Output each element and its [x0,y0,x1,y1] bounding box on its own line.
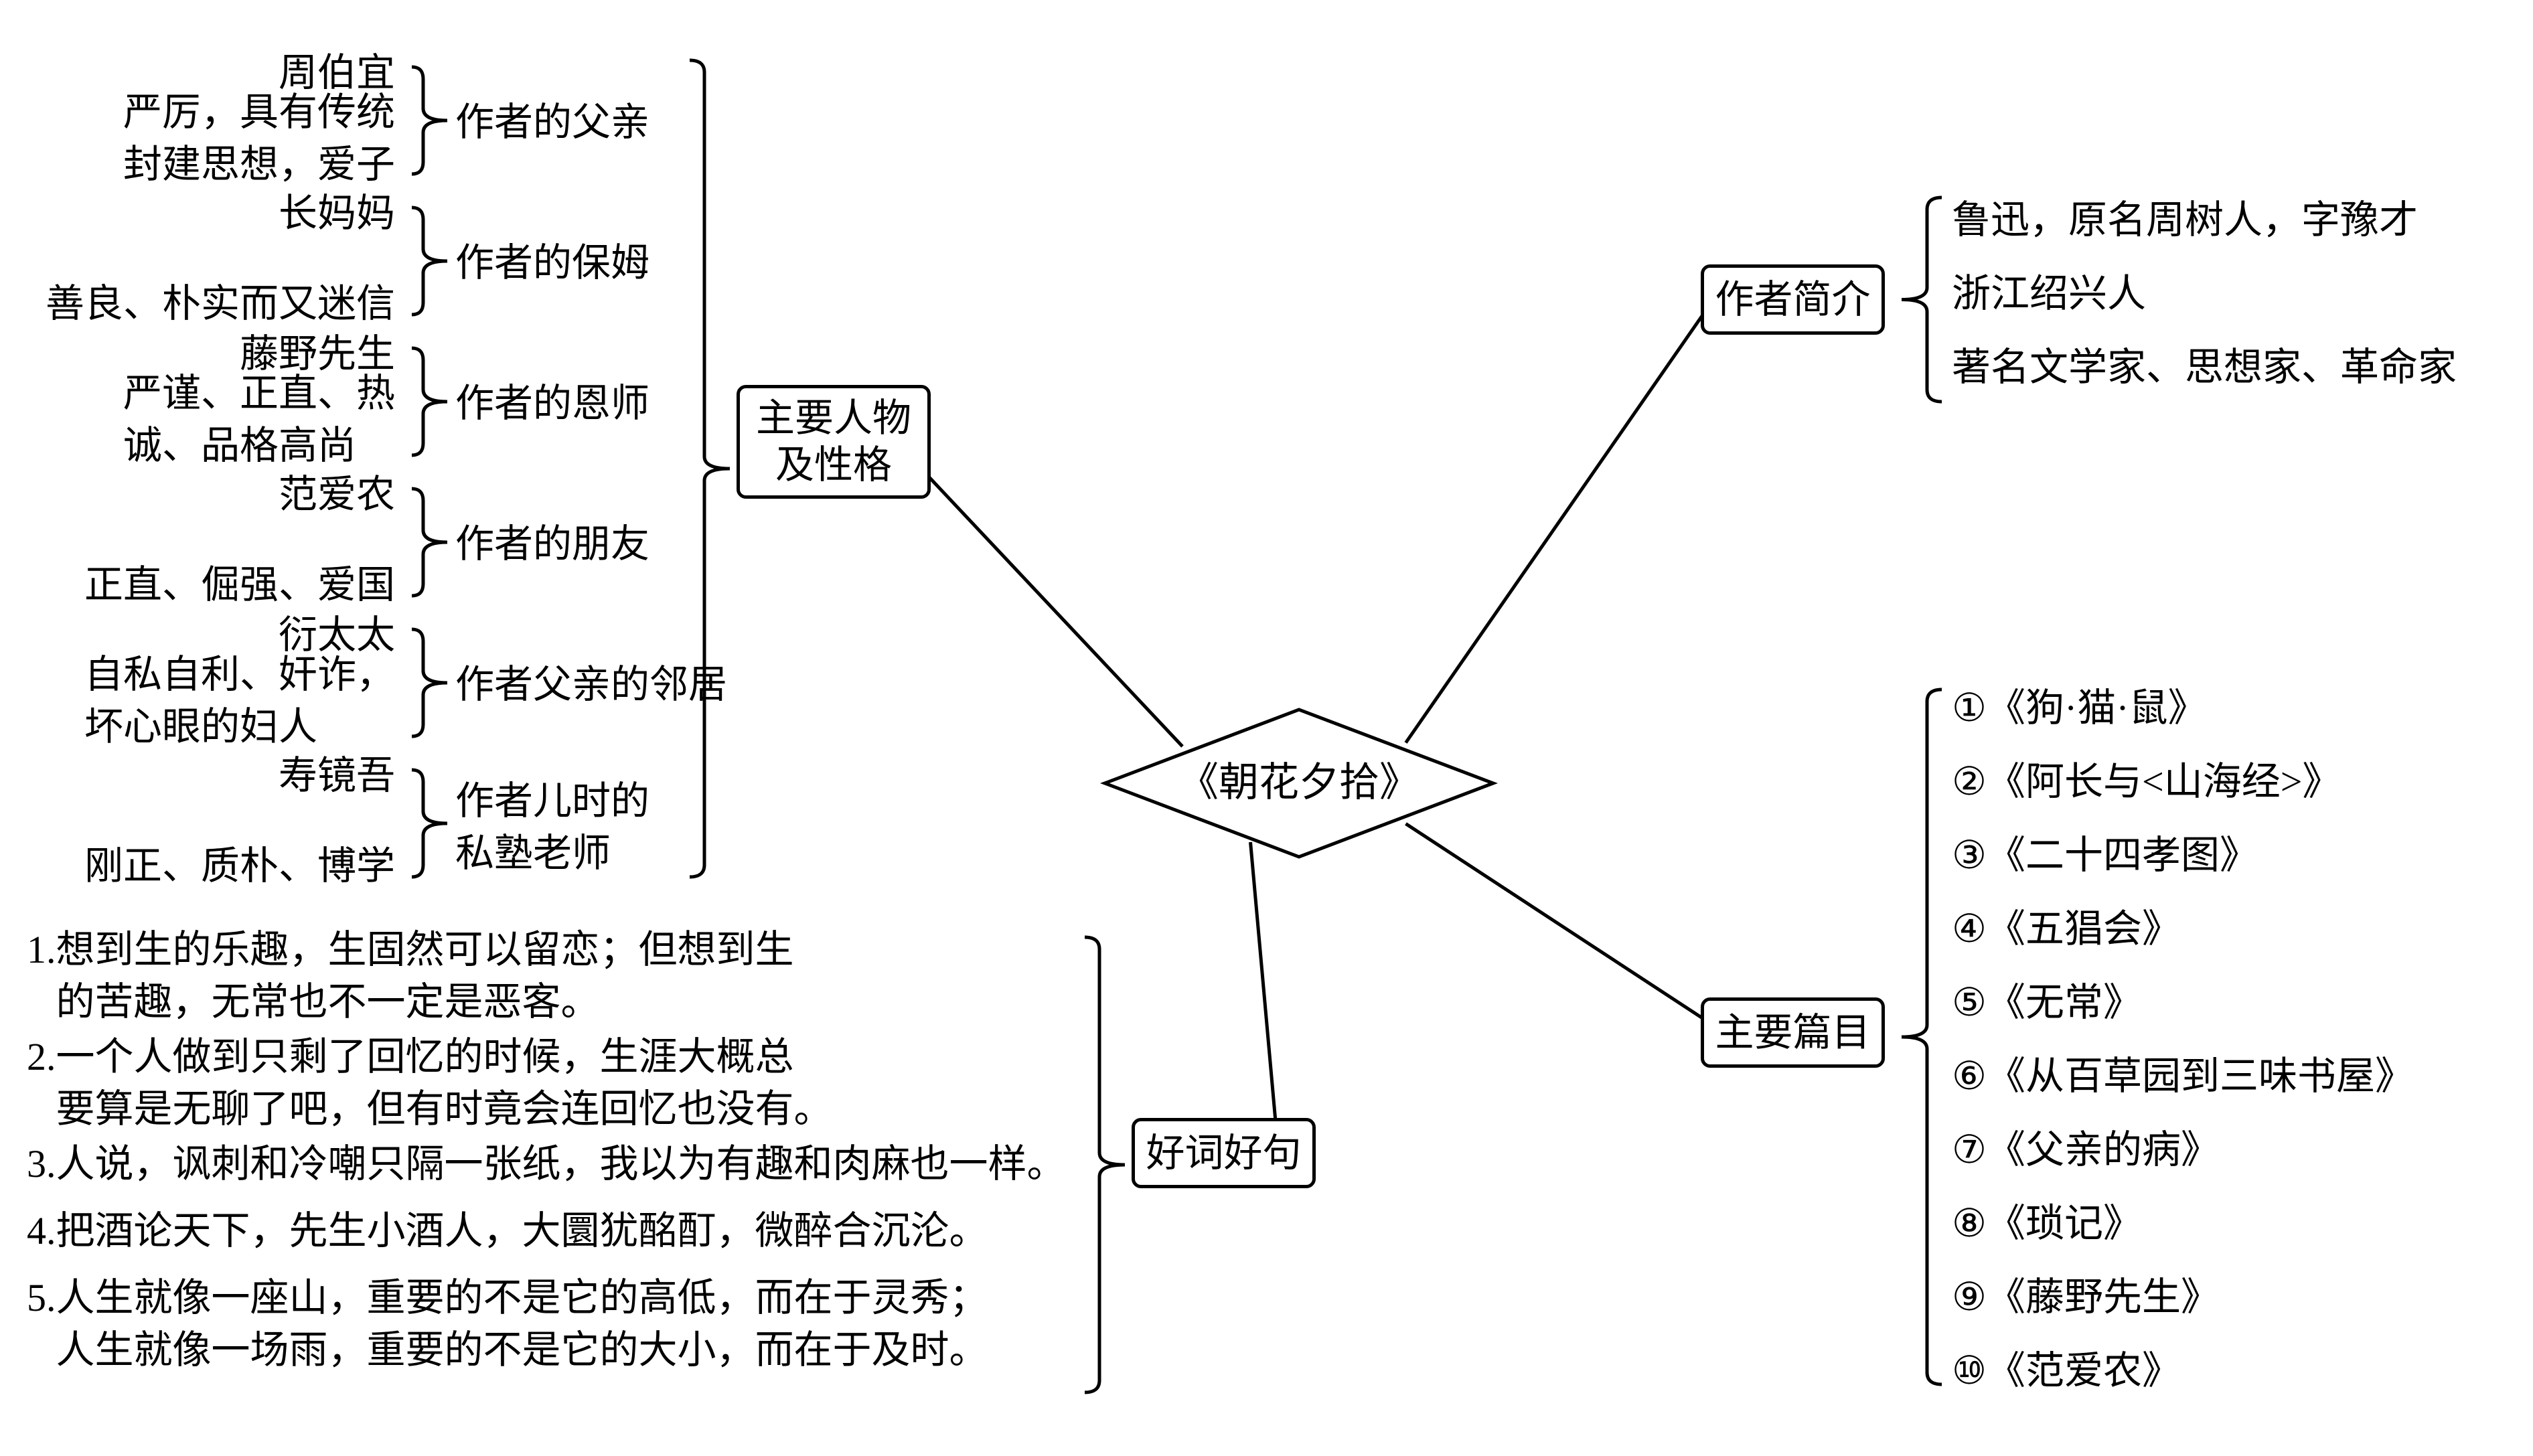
chapter-title: 《从百草园到三味书屋》 [1987,1054,2414,1098]
chapter-title: 《无常》 [1987,981,2142,1024]
character-role: 作者的父亲 [455,96,649,149]
chapter-title: 《狗·猫·鼠》 [1987,686,2207,730]
chapter-title: 《阿长与<山海经>》 [1987,760,2341,803]
chapter-number-icon: ⑨ [1952,1274,1987,1319]
character-role: 作者的朋友 [455,518,649,570]
branch-characters-box: 主要人物 及性格 [737,385,931,499]
chapter-number-icon: ④ [1952,906,1987,951]
chapter-title: 《藤野先生》 [1987,1275,2220,1319]
chapter-item: ⑩《范爱农》 [1952,1339,2181,1395]
diagram-stage: 《朝花夕拾》 主要人物 及性格 作者简介 主要篇目 好词好句 鲁迅，原名周树人，… [0,0,2533,1456]
chapter-title: 《父亲的病》 [1987,1128,2220,1171]
edge-to-author-intro [1406,313,1705,743]
character-role: 作者儿时的 私塾老师 [455,775,649,880]
chapter-number-icon: ② [1952,758,1987,804]
good-words-item: 2.一个人做到只剩了回忆的时候，生涯大概总 要算是无聊了吧，但有时竟会连回忆也没… [27,1031,833,1136]
character-name: 寿镜吾 [279,750,395,802]
chapter-item: ⑦《父亲的病》 [1952,1118,2220,1174]
chapter-number-icon: ⑥ [1952,1053,1987,1099]
chapter-item: ③《二十四孝图》 [1952,823,2258,880]
chapter-number-icon: ⑤ [1952,979,1987,1025]
branch-chapters-box: 主要篇目 [1701,997,1885,1068]
branch-author-intro-box: 作者简介 [1701,264,1885,335]
chapter-item: ①《狗·猫·鼠》 [1952,676,2207,732]
edge-to-chapters [1406,824,1705,1020]
good-words-item: 1.想到生的乐趣，生固然可以留恋；但想到生 的苦趣，无常也不一定是恶客。 [27,924,794,1029]
chapter-title: 《五猖会》 [1987,907,2181,951]
character-desc: 善良、朴实而又迷信 [46,278,395,330]
author-intro-item: 浙江绍兴人 [1952,268,2146,320]
chapter-number-icon: ① [1952,685,1987,730]
character-desc: 刚正、质朴、博学 [84,840,395,892]
character-desc: 严厉，具有传统 封建思想，爱子 [123,86,395,191]
chapter-title: 《琐记》 [1987,1202,2142,1245]
chapter-title: 《二十四孝图》 [1987,833,2258,877]
chapter-item: ⑨《藤野先生》 [1952,1265,2220,1321]
character-desc: 自私自利、奸诈， 坏心眼的妇人 [84,649,395,754]
brackets-people [412,67,447,877]
chapter-item: ④《五猖会》 [1952,897,2181,953]
chapter-item: ⑥《从百草园到三味书屋》 [1952,1044,2414,1101]
character-role: 作者的保姆 [455,237,649,289]
chapter-number-icon: ⑧ [1952,1200,1987,1246]
chapter-number-icon: ⑦ [1952,1127,1987,1172]
character-desc: 严谨、正直、热 诚、品格高尚 [123,368,395,473]
chapter-number-icon: ③ [1952,832,1987,878]
character-name: 范爱农 [279,469,395,521]
edge-to-characters [927,475,1182,746]
character-role: 作者父亲的邻居 [455,659,727,711]
chapter-item: ②《阿长与<山海经>》 [1952,750,2341,806]
good-words-item: 5.人生就像一座山，重要的不是它的高低，而在于灵秀； 人生就像一场雨，重要的不是… [27,1272,988,1377]
good-words-item: 3.人说，讽刺和冷嘲只隔一张纸，我以为有趣和肉麻也一样。 [27,1138,1066,1190]
chapter-number-icon: ⑩ [1952,1348,1987,1393]
bracket-chapters [1902,690,1942,1384]
edge-to-good-words [1251,842,1276,1121]
author-intro-item: 著名文学家、思想家、革命家 [1952,341,2457,394]
character-desc: 正直、倔强、爱国 [84,559,395,611]
bracket-character-list [690,60,730,877]
character-role: 作者的恩师 [455,378,649,430]
good-words-item: 4.把酒论天下，先生小酒人，大圜犹酩酊，微醉合沉沦。 [27,1205,988,1257]
branch-good-words-box: 好词好句 [1132,1118,1316,1188]
chapter-item: ⑧《琐记》 [1952,1192,2142,1248]
character-name: 长妈妈 [279,187,395,240]
center-title: 《朝花夕拾》 [1178,760,1419,805]
bracket-author-intro [1902,197,1942,402]
author-intro-item: 鲁迅，原名周树人，字豫才 [1952,194,2418,246]
chapter-title: 《范爱农》 [1987,1349,2181,1392]
chapter-item: ⑤《无常》 [1952,971,2142,1027]
bracket-good-words [1085,937,1125,1392]
